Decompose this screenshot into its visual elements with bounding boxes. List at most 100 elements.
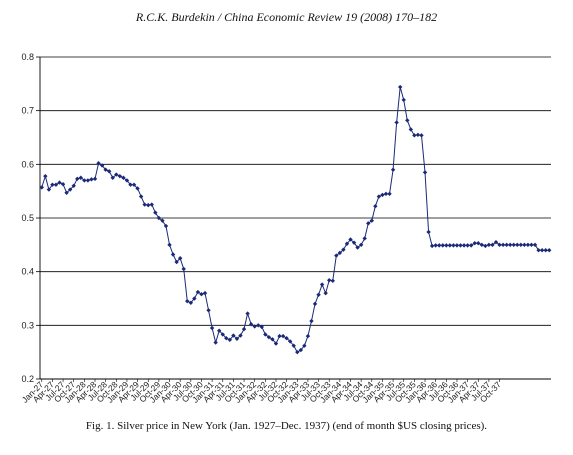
data-point bbox=[547, 248, 552, 253]
data-point bbox=[121, 175, 126, 180]
data-point bbox=[85, 178, 91, 183]
data-point bbox=[412, 133, 417, 138]
data-point bbox=[60, 181, 66, 187]
data-point bbox=[96, 161, 101, 166]
data-point bbox=[376, 194, 382, 199]
data-point bbox=[415, 132, 421, 138]
data-point bbox=[309, 318, 314, 324]
data-point bbox=[153, 210, 158, 215]
data-point bbox=[362, 236, 367, 241]
data-point bbox=[401, 97, 406, 103]
data-point bbox=[50, 182, 55, 187]
data-point bbox=[117, 173, 123, 179]
data-point bbox=[287, 339, 293, 344]
data-point bbox=[500, 242, 506, 248]
data-point bbox=[71, 183, 76, 188]
data-point bbox=[106, 169, 112, 174]
data-point bbox=[444, 243, 449, 248]
data-point bbox=[217, 328, 222, 333]
data-point bbox=[543, 248, 548, 253]
data-point bbox=[170, 252, 176, 257]
data-point bbox=[295, 349, 300, 355]
data-point bbox=[163, 223, 169, 229]
data-point bbox=[490, 242, 495, 248]
data-point bbox=[188, 300, 194, 305]
data-point bbox=[114, 172, 119, 177]
data-point bbox=[174, 259, 179, 265]
data-point bbox=[515, 242, 520, 248]
data-point bbox=[263, 332, 268, 337]
data-point bbox=[256, 323, 261, 328]
y-tick-label: 0.6 bbox=[21, 159, 34, 169]
data-point bbox=[89, 177, 94, 182]
data-point bbox=[539, 248, 545, 253]
data-point bbox=[504, 242, 509, 248]
data-point bbox=[422, 170, 428, 175]
data-point bbox=[468, 243, 474, 248]
data-point bbox=[124, 178, 130, 183]
x-tick-labels: Jan-27Apr-27Jul-27Oct-27Jan-28Apr-28Jul-… bbox=[20, 379, 503, 405]
data-point bbox=[387, 191, 392, 197]
y-tick-label: 0.2 bbox=[21, 374, 34, 384]
data-point bbox=[366, 221, 371, 226]
data-point bbox=[305, 333, 311, 339]
data-point bbox=[454, 243, 460, 248]
data-point bbox=[238, 333, 243, 338]
running-head: R.C.K. Burdekin / China Economic Review … bbox=[135, 10, 438, 24]
data-point bbox=[103, 167, 108, 172]
data-point bbox=[245, 311, 250, 316]
data-point bbox=[135, 186, 140, 191]
data-point bbox=[195, 289, 201, 295]
data-point bbox=[298, 347, 304, 353]
data-point bbox=[341, 247, 346, 252]
data-point bbox=[447, 243, 453, 248]
data-point bbox=[280, 333, 286, 339]
data-point bbox=[67, 187, 73, 192]
gridlines bbox=[40, 56, 551, 326]
data-point bbox=[78, 175, 84, 180]
series-silver-price bbox=[39, 84, 552, 355]
data-point bbox=[334, 253, 339, 258]
data-point bbox=[522, 242, 527, 248]
data-point bbox=[390, 167, 396, 172]
y-tick-label: 0.3 bbox=[21, 320, 34, 330]
data-point bbox=[497, 242, 502, 248]
data-point bbox=[348, 237, 353, 242]
data-point bbox=[408, 127, 414, 132]
data-point bbox=[397, 84, 403, 90]
data-point bbox=[405, 118, 410, 123]
data-point bbox=[302, 343, 307, 348]
data-point bbox=[142, 202, 147, 207]
data-point bbox=[270, 337, 275, 342]
data-point bbox=[355, 245, 360, 250]
data-point bbox=[138, 194, 144, 199]
data-point bbox=[486, 242, 492, 248]
data-point bbox=[291, 343, 296, 348]
data-point bbox=[323, 290, 328, 296]
data-point bbox=[479, 242, 485, 248]
data-point bbox=[529, 242, 534, 248]
data-point bbox=[429, 243, 435, 249]
data-point bbox=[380, 192, 385, 198]
data-point bbox=[53, 182, 59, 187]
data-point bbox=[227, 337, 233, 343]
data-point bbox=[231, 333, 236, 338]
data-point bbox=[426, 229, 431, 235]
y-tick-labels: 0.2 0.3 0.4 0.5 0.6 0.7 0.8 bbox=[21, 52, 34, 384]
data-point bbox=[277, 333, 282, 339]
data-point bbox=[82, 178, 87, 183]
data-point bbox=[199, 292, 204, 297]
data-point bbox=[99, 163, 105, 168]
data-point bbox=[64, 190, 69, 195]
data-point bbox=[358, 242, 364, 248]
data-point bbox=[511, 242, 516, 248]
data-point bbox=[234, 336, 240, 341]
data-point bbox=[75, 176, 80, 182]
data-point bbox=[110, 175, 115, 180]
data-point bbox=[128, 182, 133, 187]
data-point bbox=[507, 242, 513, 248]
data-point bbox=[433, 243, 438, 248]
data-point bbox=[284, 336, 289, 341]
data-point bbox=[337, 250, 343, 256]
y-tick-label: 0.8 bbox=[21, 52, 34, 62]
